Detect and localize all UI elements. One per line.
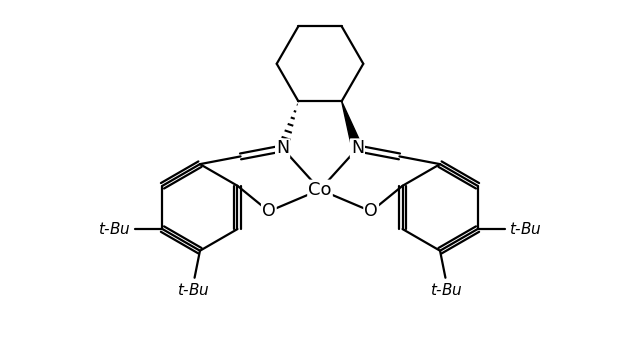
Text: O: O <box>262 203 276 220</box>
Text: $t$-Bu: $t$-Bu <box>429 282 463 298</box>
Text: N: N <box>276 139 289 157</box>
Text: $t$-Bu: $t$-Bu <box>98 221 131 237</box>
Text: $t$-Bu: $t$-Bu <box>177 282 211 298</box>
Text: Co: Co <box>308 181 332 199</box>
Text: $t$-Bu: $t$-Bu <box>509 221 542 237</box>
Text: O: O <box>364 203 378 220</box>
Text: N: N <box>351 139 364 157</box>
Polygon shape <box>342 101 362 150</box>
